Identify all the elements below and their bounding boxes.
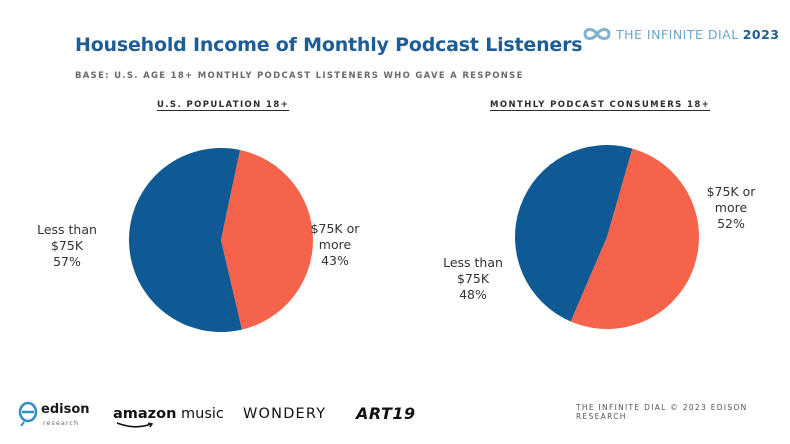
label-line: Less than [443,255,503,270]
art19-logo: ART19 [356,404,416,423]
page-subtitle: BASE: U.S. AGE 18+ MONTHLY PODCAST LISTE… [75,71,524,81]
label-line: $75K or [706,184,756,199]
amazon-word: amazon [113,406,177,422]
music-word: music [176,406,224,422]
infinity-icon [583,28,611,40]
wondery-logo: WONDERY [243,406,327,422]
label-line: $75K [456,271,490,286]
amazon-smile-icon [116,422,154,428]
edison-name: edison [41,402,90,417]
label-line: more [318,237,352,252]
label-line: $75K or [310,221,360,236]
edison-sub: research [43,419,80,427]
label-line: 52% [717,216,745,231]
page-title: Household Income of Monthly Podcast List… [75,34,583,56]
edison-research-logo: edison research [18,397,90,431]
pie-slice-1-less-75k [128,148,243,332]
label-line: 57% [53,254,81,269]
slice-label-podcast-75k-more: $75K or more 52% [686,184,776,232]
label-line: 48% [459,287,487,302]
chart-title-us-population: U.S. POPULATION 18+ [157,100,290,110]
pie-slice-2-75k-more [570,148,699,329]
chart-title-podcast-consumers: MONTHLY PODCAST CONSUMERS 18+ [490,100,711,110]
amazon-music-logo: amazon music [113,406,224,428]
label-line: more [714,200,748,215]
label-line: Less than [37,222,97,237]
label-line: 43% [321,253,349,268]
slice-label-podcast-less-75k: Less than $75K 48% [428,255,518,303]
brand-year: 2023 [742,26,780,42]
slice-label-us-75k-more: $75K or more 43% [290,221,380,269]
slice-label-us-less-75k: Less than $75K 57% [22,222,112,270]
brand-name: THE INFINITE DIAL [616,26,739,42]
label-line: $75K [50,238,84,253]
edison-mark-icon [18,401,38,426]
pie-slice-1-75k-more [221,150,313,330]
brand-logo: THE INFINITE DIAL 2023 [582,26,780,42]
pie-slice-2-less-75k [514,144,633,322]
footer-copyright: THE INFINITE DIAL © 2023 EDISON RESEARCH [576,403,748,421]
